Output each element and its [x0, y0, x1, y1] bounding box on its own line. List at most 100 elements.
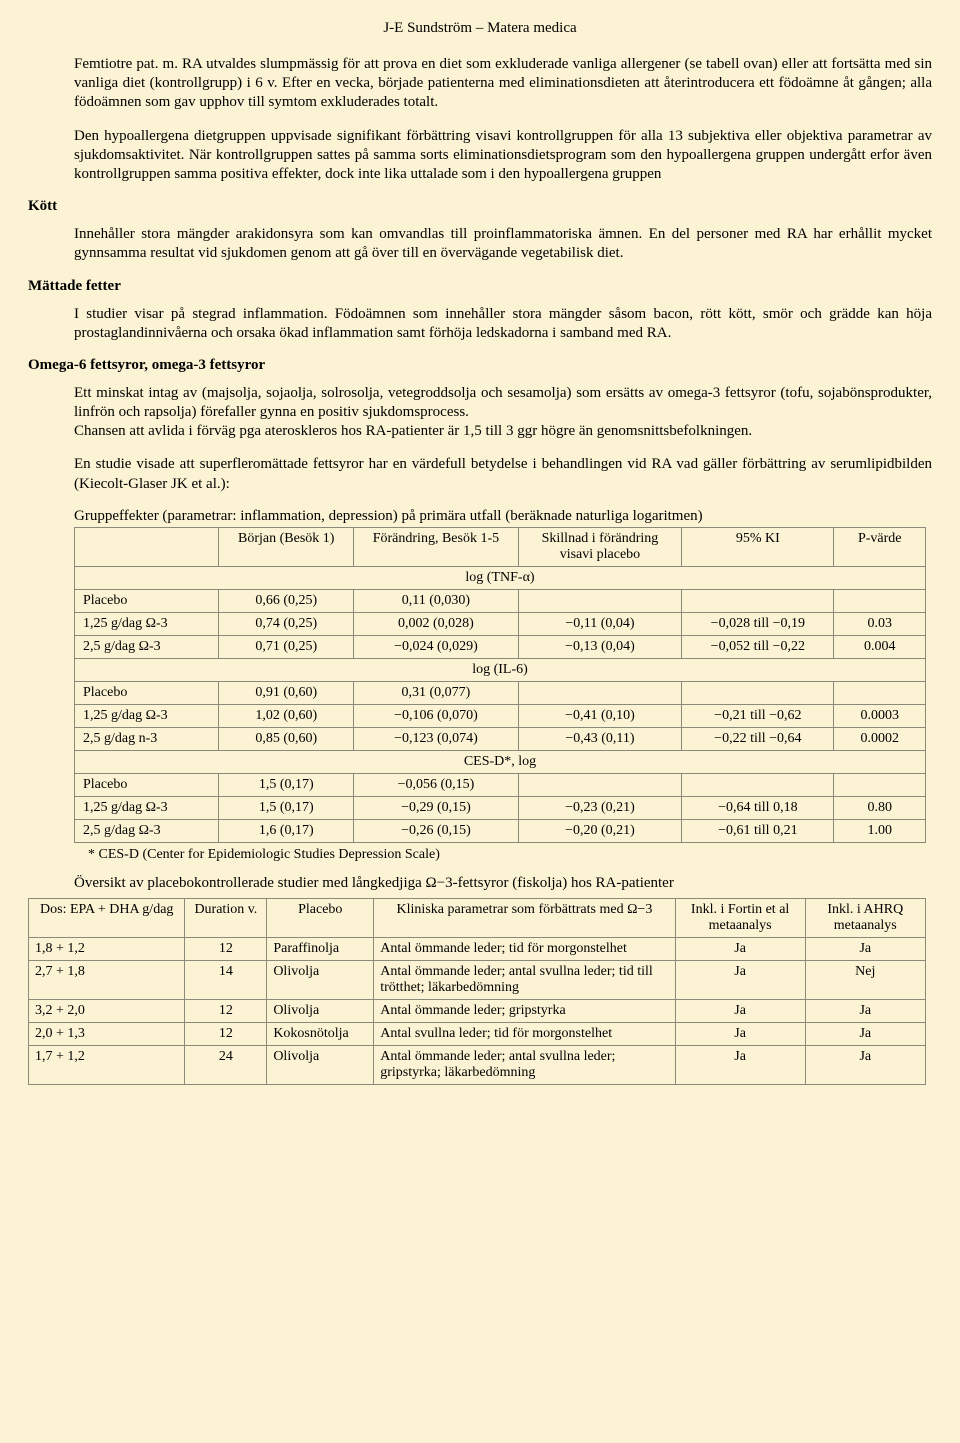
table-cell: 2,7 + 1,8 — [29, 960, 185, 999]
table-cell: 2,5 g/dag n-3 — [75, 727, 219, 750]
table-header-row: Början (Besök 1) Förändring, Besök 1-5 S… — [75, 527, 926, 566]
table-cell: Antal ömmande leder; gripstyrka — [374, 999, 675, 1022]
table-cell: 1,25 g/dag Ω-3 — [75, 704, 219, 727]
group-effects-table: Början (Besök 1) Förändring, Besök 1-5 S… — [74, 527, 926, 843]
table-cell — [518, 681, 682, 704]
table-cell: −0,13 (0,04) — [518, 635, 682, 658]
table-cell: 0,002 (0,028) — [354, 612, 518, 635]
table-row: 1,7 + 1,224OlivoljaAntal ömmande leder; … — [29, 1045, 926, 1084]
table-cell: Ja — [675, 1045, 805, 1084]
th-ahrq: Inkl. i AHRQ metaanalys — [805, 898, 925, 937]
table-row: 1,8 + 1,212ParaffinoljaAntal ömmande led… — [29, 937, 926, 960]
table-row: Placebo1,5 (0,17)−0,056 (0,15) — [75, 773, 926, 796]
table2-caption: Översikt av placebokontrollerade studier… — [74, 875, 932, 892]
table-cell: Ja — [805, 999, 925, 1022]
table-row: 1,25 g/dag Ω-31,5 (0,17)−0,29 (0,15)−0,2… — [75, 796, 926, 819]
table-cell: −0,43 (0,11) — [518, 727, 682, 750]
table1-caption: Gruppeffekter (parametrar: inflammation,… — [74, 508, 932, 525]
table-cell: 0,31 (0,077) — [354, 681, 518, 704]
table-cell: 2,5 g/dag Ω-3 — [75, 819, 219, 842]
page-header: J-E Sundström – Matera medica — [28, 20, 932, 37]
table-cell: −0,61 till 0,21 — [682, 819, 834, 842]
table-cell: −0,21 till −0,62 — [682, 704, 834, 727]
table-section-row: CES-D*, log — [75, 750, 926, 773]
table-row: 1,25 g/dag Ω-31,02 (0,60)−0,106 (0,070)−… — [75, 704, 926, 727]
mattade-para-1: I studier visar på stegrad inflammation.… — [74, 305, 932, 343]
table-cell: −0,123 (0,074) — [354, 727, 518, 750]
table-cell — [682, 589, 834, 612]
table-cell: 0.0003 — [834, 704, 926, 727]
th-params: Kliniska parametrar som förbättrats med … — [374, 898, 675, 937]
table-cell: Ja — [805, 937, 925, 960]
th-change: Förändring, Besök 1-5 — [354, 527, 518, 566]
table-cell: −0,41 (0,10) — [518, 704, 682, 727]
table-cell: Olivolja — [267, 960, 374, 999]
table-cell: 0,85 (0,60) — [219, 727, 354, 750]
table-cell: 0.0002 — [834, 727, 926, 750]
table-cell — [518, 589, 682, 612]
intro-para-1: Femtiotre pat. m. RA utvaldes slumpmässi… — [74, 55, 932, 113]
table-cell: −0,028 till −0,19 — [682, 612, 834, 635]
table-cell: Ja — [805, 1022, 925, 1045]
table-cell: −0,106 (0,070) — [354, 704, 518, 727]
table-section-title: CES-D*, log — [75, 750, 926, 773]
th-p: P-värde — [834, 527, 926, 566]
table-cell: 2,5 g/dag Ω-3 — [75, 635, 219, 658]
table-cell: 0,74 (0,25) — [219, 612, 354, 635]
table-cell: Antal ömmande leder; antal svullna leder… — [374, 1045, 675, 1084]
table-cell: Antal svullna leder; tid för morgonstelh… — [374, 1022, 675, 1045]
table-cell: Ja — [675, 937, 805, 960]
table-header-row: Dos: EPA + DHA g/dag Duration v. Placebo… — [29, 898, 926, 937]
table-cell: 1,8 + 1,2 — [29, 937, 185, 960]
table-cell: −0,29 (0,15) — [354, 796, 518, 819]
table-cell: 24 — [185, 1045, 267, 1084]
table-cell: Paraffinolja — [267, 937, 374, 960]
table-row: 1,25 g/dag Ω-30,74 (0,25)0,002 (0,028)−0… — [75, 612, 926, 635]
table-cell: Antal ömmande leder; tid för morgon­stel… — [374, 937, 675, 960]
table-row: 3,2 + 2,012OlivoljaAntal ömmande leder; … — [29, 999, 926, 1022]
table-cell — [834, 773, 926, 796]
th-ci: 95% KI — [682, 527, 834, 566]
table-cell: 1,5 (0,17) — [219, 773, 354, 796]
table-row: Placebo0,91 (0,60)0,31 (0,077) — [75, 681, 926, 704]
table-cell — [834, 681, 926, 704]
table-cell: 1,25 g/dag Ω-3 — [75, 796, 219, 819]
table-cell: Antal ömmande leder; antal svullna leder… — [374, 960, 675, 999]
table-cell: Ja — [675, 960, 805, 999]
omega-para-1: Ett minskat intag av (majsolja, sojaolja… — [74, 384, 932, 422]
table-cell: −0,23 (0,21) — [518, 796, 682, 819]
th-fortin: Inkl. i Fortin et al metaanalys — [675, 898, 805, 937]
table-cell: 0.80 — [834, 796, 926, 819]
table-cell — [518, 773, 682, 796]
table-cell: 12 — [185, 999, 267, 1022]
table-row: 2,5 g/dag Ω-30,71 (0,25)−0,024 (0,029)−0… — [75, 635, 926, 658]
th-blank — [75, 527, 219, 566]
table-cell: Ja — [675, 1022, 805, 1045]
table-cell: 1,25 g/dag Ω-3 — [75, 612, 219, 635]
heading-omega: Omega-6 fettsyror, omega-3 fettsyror — [28, 357, 932, 374]
th-dose: Dos: EPA + DHA g/dag — [29, 898, 185, 937]
th-placebo: Placebo — [267, 898, 374, 937]
table-cell — [834, 589, 926, 612]
table-cell: Ja — [805, 1045, 925, 1084]
table-cell — [682, 773, 834, 796]
table-cell: −0,64 till 0,18 — [682, 796, 834, 819]
table-cell: −0,11 (0,04) — [518, 612, 682, 635]
table-cell: 0,66 (0,25) — [219, 589, 354, 612]
table-cell: 1.00 — [834, 819, 926, 842]
table-cell: −0,052 till −0,22 — [682, 635, 834, 658]
table-cell: 14 — [185, 960, 267, 999]
table-row: 2,5 g/dag n-30,85 (0,60)−0,123 (0,074)−0… — [75, 727, 926, 750]
table-cell: −0,22 till −0,64 — [682, 727, 834, 750]
table-cell: Olivolja — [267, 999, 374, 1022]
table-cell: Placebo — [75, 589, 219, 612]
table-row: 2,0 + 1,312KokosnötoljaAntal svullna led… — [29, 1022, 926, 1045]
table-row: 2,7 + 1,814OlivoljaAntal ömmande leder; … — [29, 960, 926, 999]
table-cell: Placebo — [75, 681, 219, 704]
table-cell: 0,91 (0,60) — [219, 681, 354, 704]
table-cell: Kokosnötolja — [267, 1022, 374, 1045]
kott-para-1: Innehåller stora mängder arakidonsyra so… — [74, 225, 932, 263]
table-cell: −0,26 (0,15) — [354, 819, 518, 842]
omega-para-3: En studie visade att superfleromättade f… — [74, 455, 932, 493]
table-row: Placebo0,66 (0,25)0,11 (0,030) — [75, 589, 926, 612]
